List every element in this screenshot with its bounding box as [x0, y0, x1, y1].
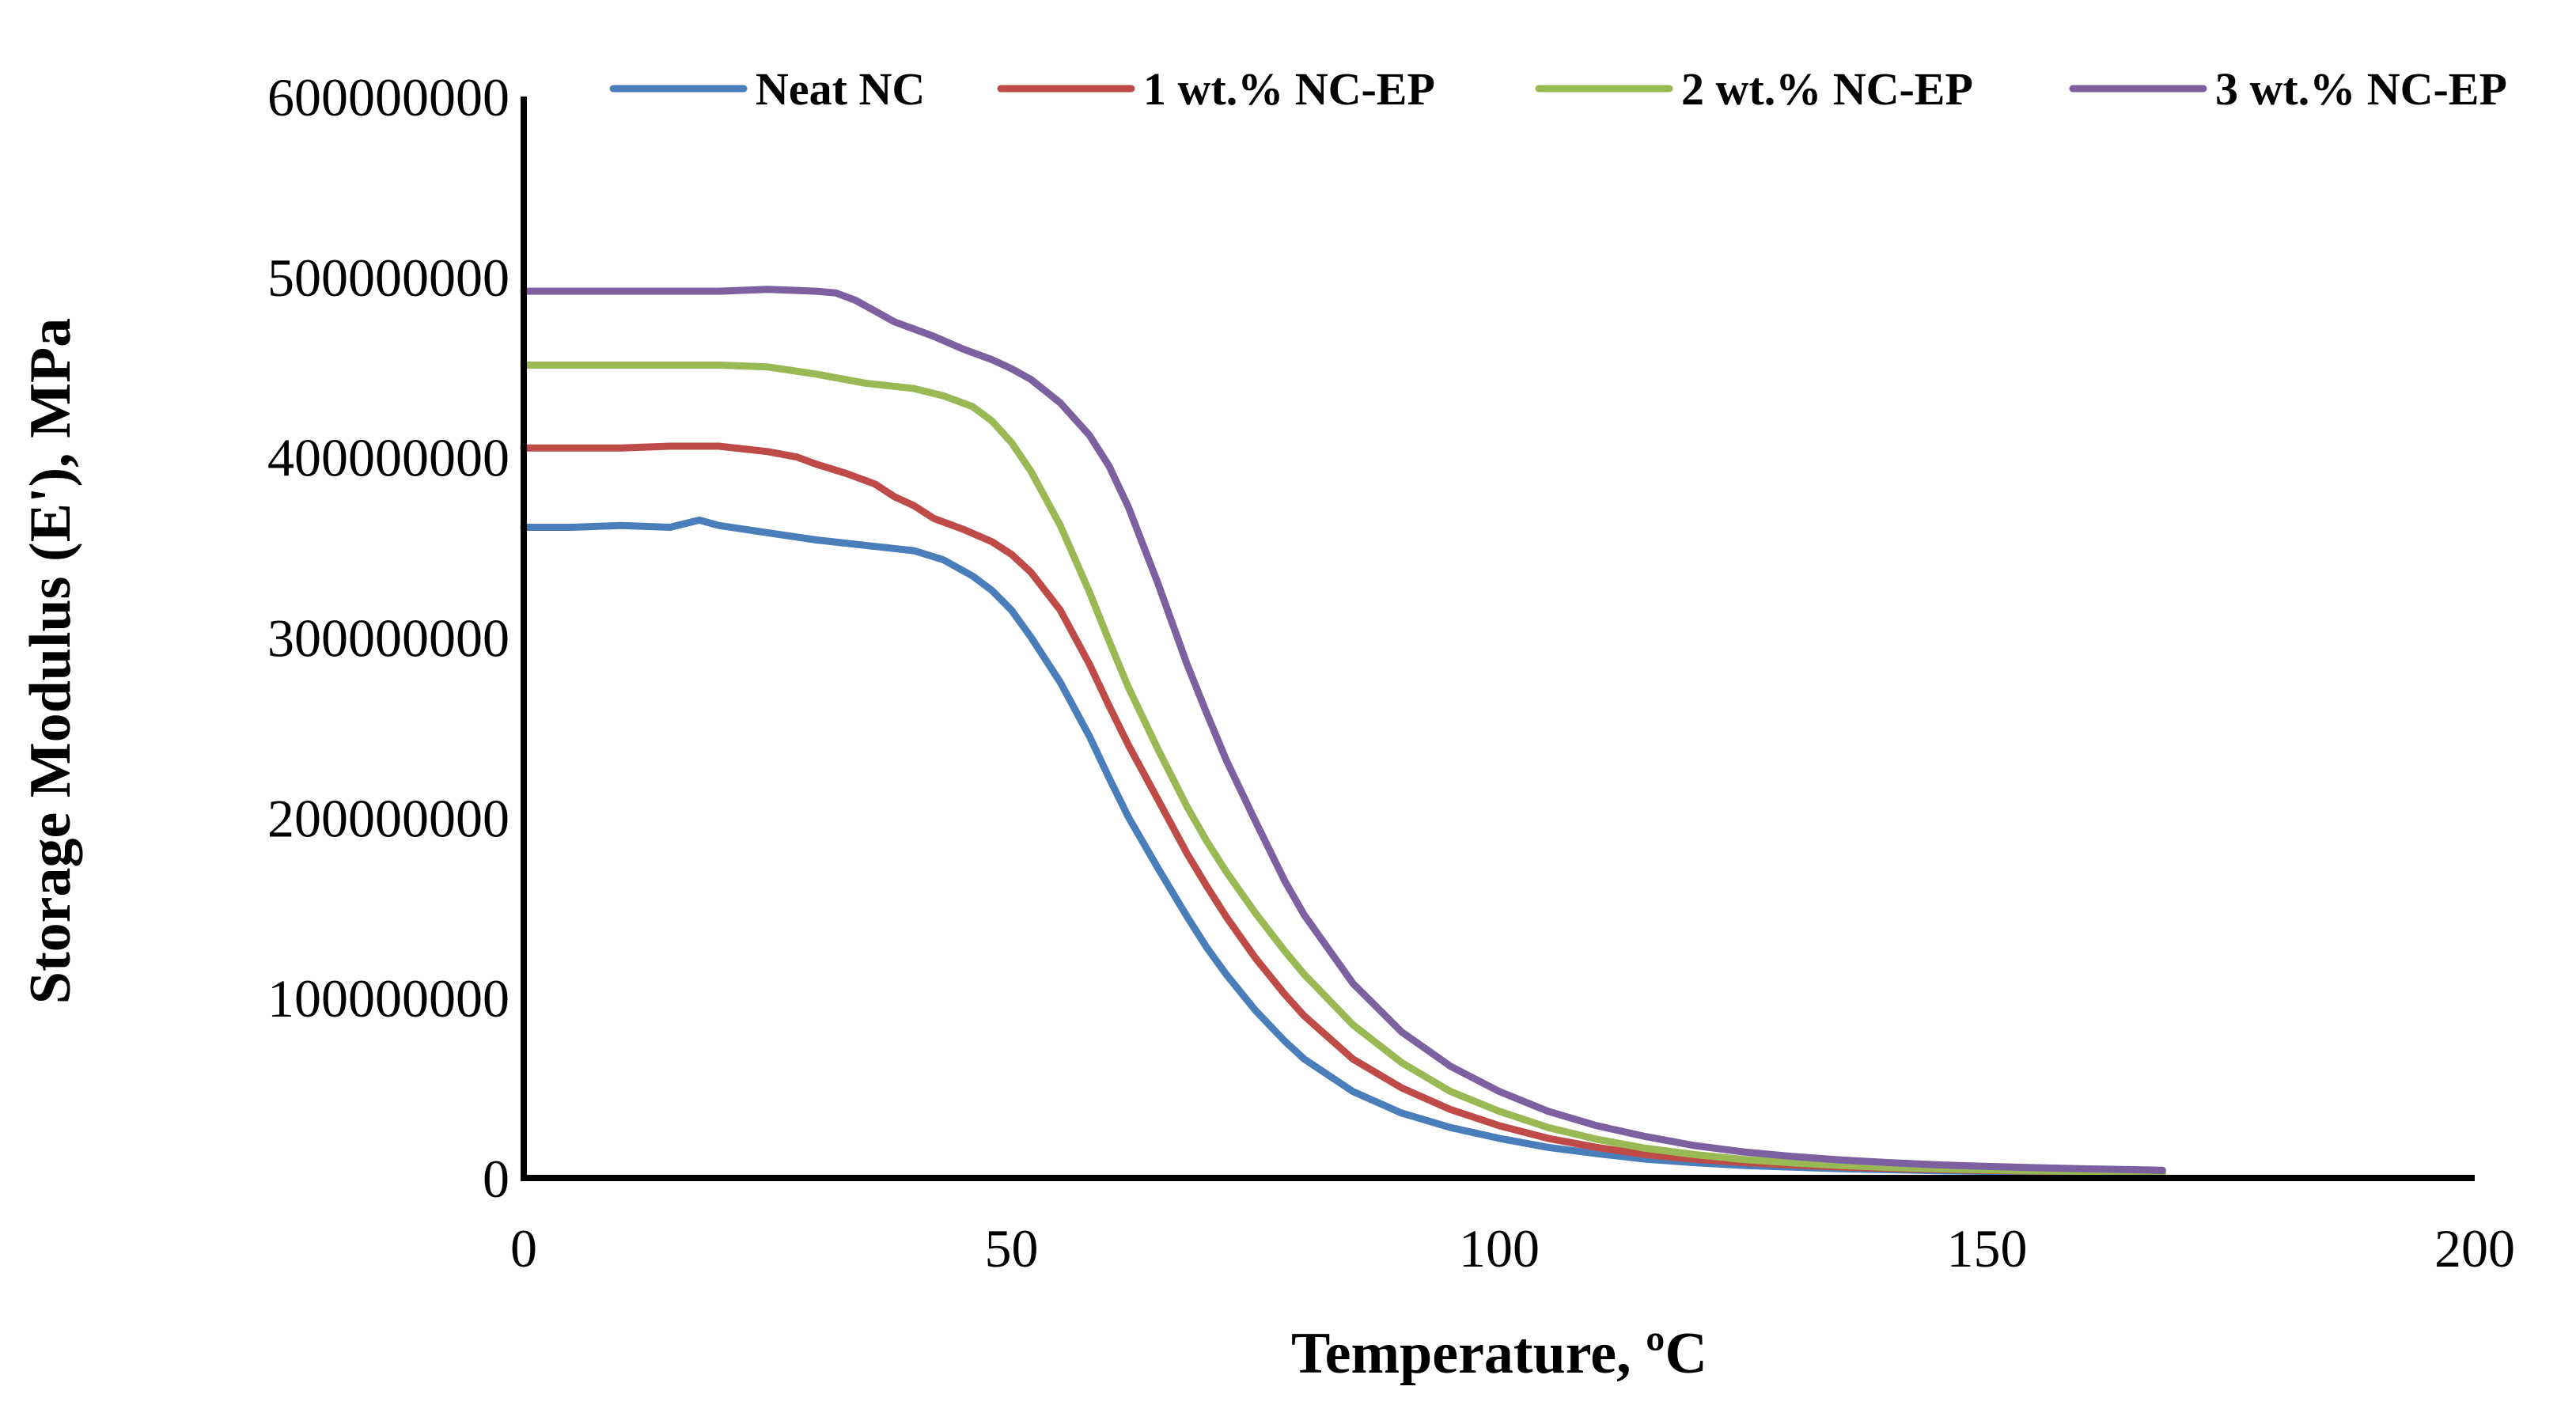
legend-label: Neat NC: [756, 63, 925, 115]
legend: Neat NC 1 wt.% NC-EP 2 wt.% NC-EP 3 wt.% NC…: [609, 63, 2507, 115]
series-line: [520, 286, 2166, 1174]
y-tick-label: 600000000: [267, 67, 510, 127]
y-tick-label: 300000000: [267, 608, 510, 669]
series-line: [520, 442, 2166, 1176]
y-tick-label: 100000000: [267, 968, 510, 1028]
legend-label: 2 wt.% NC-EP: [1681, 63, 1973, 115]
x-tick-label: 150: [1947, 1218, 2028, 1278]
legend-label: 3 wt.% NC-EP: [2215, 63, 2507, 115]
axes: [521, 97, 2475, 1181]
x-tick-label: 100: [1459, 1218, 1540, 1278]
y-tick-label: 0: [483, 1149, 510, 1209]
x-axis-title: Temperature, ºC: [1291, 1321, 1707, 1386]
y-axis-title: Storage Modulus (E'), MPa: [18, 318, 83, 1004]
tick-labels: 0100000000200000000300000000400000000500…: [267, 67, 2515, 1278]
y-tick-label: 400000000: [267, 428, 510, 488]
y-tick-label: 200000000: [267, 788, 510, 848]
x-tick-label: 200: [2434, 1218, 2515, 1278]
series-line: [520, 362, 2166, 1176]
legend-label: 1 wt.% NC-EP: [1143, 63, 1435, 115]
x-tick-label: 0: [510, 1218, 537, 1278]
y-tick-label: 500000000: [267, 248, 510, 308]
x-tick-label: 50: [985, 1218, 1039, 1278]
series-line: [520, 516, 2166, 1177]
series-layer: [520, 286, 2166, 1177]
